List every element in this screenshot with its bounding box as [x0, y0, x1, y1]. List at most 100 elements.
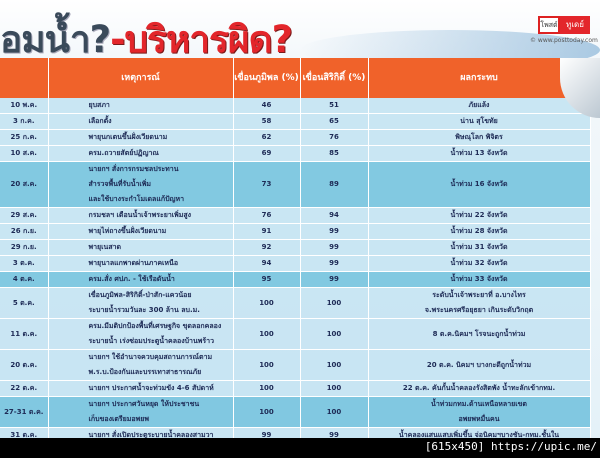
table-row: 10 พ.ค. ยุบสภา 46 51 ภัยแล้ง [0, 98, 591, 114]
cell-event: เลือกตั้ง [48, 113, 234, 130]
impact-line: จ.พระนครศรีอยุธยา เกินระดับวิกฤต [424, 306, 534, 314]
cell-event: กรมชลฯ เตือนน้ำเจ้าพระยาเพิ่มสูง [48, 207, 234, 224]
cell-bhumibol: 76 [233, 207, 301, 224]
impact-line: พิษณุโลก พิจิตร [455, 133, 503, 141]
table-row: 27-31 ต.ค. นายกฯ ประกาศวันหยุด ให้ประชาชน… [0, 396, 591, 428]
event-line: นายกฯ ประกาศน้ำจะท่วมขัง 4-6 สัปดาห์ [88, 384, 214, 392]
cell-sirikit: 99 [300, 239, 369, 256]
event-line: สำรวจพื้นที่รับน้ำเพิ่ม [88, 180, 152, 188]
cell-event: นายกฯ ใช้อำนาจควบคุมสถานการณ์ตาม พ.ร.บ.ป้… [48, 349, 234, 381]
cell-date: 26 ก.ย. [0, 223, 49, 240]
table-row: 31 ต.ค. นายกฯ สั่งเปิดประตูระบายน้ำคลองสา… [0, 427, 591, 438]
cell-sirikit: 99 [300, 271, 369, 288]
impact-line: น้ำท่วม 31 จังหวัด [450, 243, 508, 251]
cell-impact: น่าน สุโขทัย [368, 113, 591, 130]
logo-url: © www.posttoday.com [530, 37, 598, 44]
cell-impact: น้ำท่วมกทม.ด้านเหนือหลายเขตอพยพหมื่นคน [368, 396, 591, 428]
page-title: อมน้ำ?-บริหารผิด? [0, 10, 293, 69]
cell-impact: น้ำท่วม 22 จังหวัด [368, 207, 591, 224]
cell-sirikit: 94 [300, 207, 369, 224]
cell-bhumibol: 92 [233, 239, 301, 256]
cell-event: ยุบสภา [48, 98, 234, 114]
column-header: เหตุการณ์ [48, 58, 234, 98]
cell-bhumibol: 95 [233, 271, 301, 288]
logo-right: ทูเดย์ [560, 16, 590, 34]
cell-date: 29 ส.ค. [0, 207, 49, 224]
cell-bhumibol: 58 [233, 113, 301, 130]
event-line: ระบายน้ำรวมวันละ 300 ล้าน ลบ.ม. [88, 306, 200, 314]
cell-bhumibol: 100 [233, 349, 301, 381]
cell-bhumibol: 69 [233, 145, 301, 162]
cell-date: 4 ต.ค. [0, 271, 49, 288]
table-row: 22 ต.ค. นายกฯ ประกาศน้ำจะท่วมขัง 4-6 สัปด… [0, 380, 591, 397]
cell-sirikit: 89 [300, 161, 369, 208]
flood-timeline-table: เหตุการณ์ เขื่อนภูมิพล (%) เขื่อนสิริกิติ์… [0, 58, 591, 438]
impact-line: น้ำคลองแสนแสบเพิ่มขึ้น จ่อนิคมฯบางชัน-กท… [398, 431, 560, 438]
table-row: 5 ต.ค. เขื่อนภูมิพล-สิริกิติ์-ป่าสัก-แควน… [0, 287, 591, 319]
cell-event: นายกฯ สั่งการกรมชลประทาน สำรวจพื้นที่รับน… [48, 161, 234, 208]
impact-line: น้ำท่วมกทม.ด้านเหนือหลายเขต [431, 400, 527, 408]
cell-bhumibol: 73 [233, 161, 301, 208]
impact-line: 20 ต.ค. นิคมฯ บางกะดีถูกน้ำท่วม [426, 360, 532, 369]
cell-impact: น้ำท่วม 33 จังหวัด [368, 271, 591, 288]
cell-sirikit: 85 [300, 145, 369, 162]
cell-date: 20 ส.ค. [0, 161, 49, 208]
cell-impact: 20 ต.ค. นิคมฯ บางกะดีถูกน้ำท่วม [368, 349, 591, 381]
cell-bhumibol: 46 [233, 98, 301, 114]
event-line: ระบายน้ำ เร่งซ่อมประตูน้ำคลองบ้านพร้าว [88, 337, 215, 345]
cell-sirikit: 99 [300, 427, 369, 438]
table-row: 25 ก.ค. พายุนกเตนขึ้นฝั่งเวียดนาม 62 76 พิษณ… [0, 129, 591, 146]
event-line: เลือกตั้ง [88, 117, 112, 125]
title-part-1: อมน้ำ? [0, 18, 111, 61]
cell-date: 3 ก.ค. [0, 113, 49, 130]
cell-impact: พิษณุโลก พิจิตร [368, 129, 591, 146]
cell-date: 11 ต.ค. [0, 318, 49, 350]
cell-impact: 8 ต.ค.นิคมฯ โรจนะถูกน้ำท่วม [368, 318, 591, 350]
cell-impact: ระดับน้ำเจ้าพระยาที่ อ.บางไทรจ.พระนครศรี… [368, 287, 591, 319]
impact-line: น้ำท่วม 13 จังหวัด [450, 149, 508, 157]
cell-impact: น้ำท่วม 16 จังหวัด [368, 161, 591, 208]
cell-bhumibol: 94 [233, 255, 301, 272]
event-line: เขื่อนภูมิพล-สิริกิติ์-ป่าสัก-แควน้อย [88, 291, 192, 299]
column-header: ผลกระทบ [368, 58, 591, 98]
impact-line: น้ำท่วม 16 จังหวัด [450, 180, 508, 188]
table-row: 10 ส.ค. ครม.ถวายสัตย์ปฏิญาณ 69 85 น้ำท่วม 13… [0, 145, 591, 162]
cell-bhumibol: 91 [233, 223, 301, 240]
cell-bhumibol: 99 [233, 427, 301, 438]
impact-line: ภัยแล้ง [468, 101, 490, 109]
event-line: ยุบสภา [88, 101, 110, 109]
cell-date: 27-31 ต.ค. [0, 396, 49, 428]
cell-sirikit: 100 [300, 349, 369, 381]
impact-line: น้ำท่วม 32 จังหวัด [450, 259, 508, 267]
cell-bhumibol: 100 [233, 318, 301, 350]
cell-impact: น้ำคลองแสนแสบเพิ่มขึ้น จ่อนิคมฯบางชัน-กท… [368, 427, 591, 438]
cell-event: เขื่อนภูมิพล-สิริกิติ์-ป่าสัก-แควน้อยระบ… [48, 287, 234, 319]
column-header: เขื่อนสิริกิติ์ (%) [300, 58, 369, 98]
cell-event: ครม.ถวายสัตย์ปฏิญาณ [48, 145, 234, 162]
cell-sirikit: 100 [300, 287, 369, 319]
cell-sirikit: 100 [300, 396, 369, 428]
impact-line: ระดับน้ำเจ้าพระยาที่ อ.บางไทร [432, 291, 526, 299]
cell-sirikit: 99 [300, 255, 369, 272]
event-line: นายกฯ ใช้อำนาจควบคุมสถานการณ์ตาม [88, 353, 213, 361]
event-line: พายุนกเตนขึ้นฝั่งเวียดนาม [88, 133, 168, 141]
cell-event: พายุไห่ถางขึ้นฝั่งเวียดนาม [48, 223, 234, 240]
cell-date: 25 ก.ค. [0, 129, 49, 146]
table-row: 29 ก.ย. พายุเนสาด 92 99 น้ำท่วม 31 จังหวัด [0, 239, 591, 256]
cell-event: นายกฯ ประกาศน้ำจะท่วมขัง 4-6 สัปดาห์ [48, 380, 234, 397]
cell-date: 10 พ.ค. [0, 98, 49, 114]
title-part-2: -บริหารผิด? [110, 18, 293, 61]
cell-sirikit: 51 [300, 98, 369, 114]
event-line: พายุเนสาด [88, 243, 122, 251]
cell-date: 31 ต.ค. [0, 427, 49, 438]
cell-bhumibol: 100 [233, 396, 301, 428]
impact-line: น้ำท่วม 22 จังหวัด [450, 211, 508, 219]
event-line: นายกฯ สั่งเปิดประตูระบายน้ำคลองสามวา [88, 431, 214, 438]
table-row: 11 ต.ค. ครม.มีมติปกป้องพื้นที่เศรษฐกิจ ขุ… [0, 318, 591, 350]
cell-event: พายุนกเตนขึ้นฝั่งเวียดนาม [48, 129, 234, 146]
cell-bhumibol: 100 [233, 287, 301, 319]
table-row: 3 ต.ค. พายุนาลแกพาดผ่านภาคเหนือ 94 99 น้ำท่ว… [0, 255, 591, 272]
impact-line: อพยพหมื่นคน [458, 415, 500, 423]
cell-sirikit: 100 [300, 318, 369, 350]
event-line: กรมชลฯ เตือนน้ำเจ้าพระยาเพิ่มสูง [88, 211, 192, 219]
